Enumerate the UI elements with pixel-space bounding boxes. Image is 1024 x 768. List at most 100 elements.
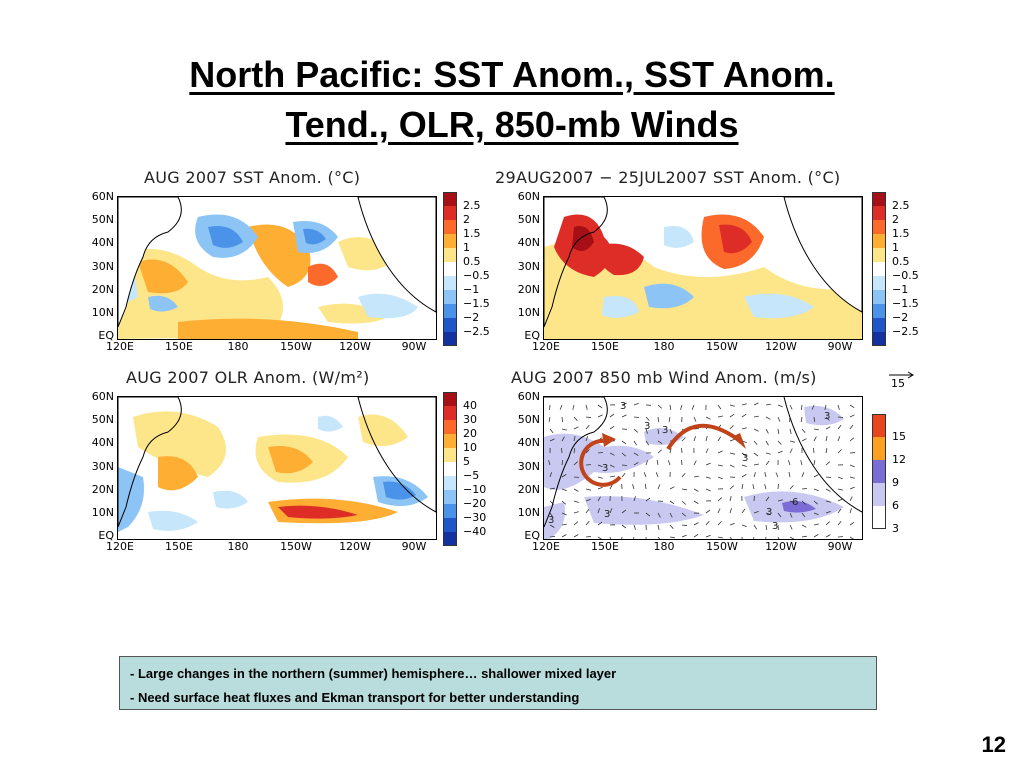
wind-vector: [585, 508, 590, 514]
wind-vector: [800, 460, 803, 466]
contour-label: 3: [644, 421, 650, 432]
lat-tick-label: 50N: [91, 413, 114, 426]
wind-vector: [681, 447, 683, 454]
wind-vector: [765, 460, 770, 466]
wind-vector: [633, 524, 636, 530]
wind-vector: [813, 447, 815, 454]
wind-vector: [669, 512, 673, 518]
wind-vector: [667, 460, 671, 466]
wind-vector: [705, 520, 710, 526]
wind-vector: [597, 476, 603, 479]
contour-label: 3: [824, 411, 830, 422]
wind-vector: [849, 476, 855, 479]
wind-vector: [777, 536, 780, 539]
lat-tick-label: 50N: [91, 213, 114, 226]
colorbar-swatch: [872, 483, 886, 506]
colorbar-swatch: [443, 262, 457, 276]
wind-vector: [669, 428, 673, 434]
note-line: - Large changes in the northern (summer)…: [130, 666, 617, 681]
colorbar-swatch: [443, 420, 457, 434]
wind-vector: [849, 404, 855, 409]
wind-vector: [729, 425, 734, 430]
wind-vector: [849, 496, 853, 502]
wind-vector: [549, 428, 554, 434]
wind-vector: [597, 521, 603, 526]
wind-vector: [729, 522, 735, 526]
wind-vector: [729, 452, 735, 455]
wind-vector: [811, 404, 815, 410]
wind-vector: [561, 459, 564, 466]
wind-vector: [765, 440, 769, 446]
panel-title: AUG 2007 850 mb Wind Anom. (m/s): [511, 368, 817, 387]
colorbar-swatch: [443, 392, 457, 406]
wind-vector: [752, 484, 755, 490]
wind-vector: [548, 416, 551, 422]
colorbar-swatch: [443, 448, 457, 462]
wind-vector: [549, 438, 555, 442]
wind-vector: [717, 476, 723, 480]
map-field: [118, 397, 436, 532]
wind-vector: [765, 428, 769, 434]
wind-vector: [668, 416, 671, 422]
wind-vector: [657, 440, 663, 445]
wind-vector: [753, 440, 758, 446]
wind-vector: [777, 512, 782, 518]
colorbar-swatch: [443, 276, 457, 290]
lat-tick-label: 20N: [91, 283, 114, 296]
wind-vector: [824, 404, 827, 410]
wind-vector: [633, 462, 639, 466]
wind-vector: [789, 485, 794, 490]
wind-vector: [645, 460, 648, 466]
wind-vector: [849, 486, 855, 490]
colorbar-label: 1.5: [892, 227, 910, 240]
lon-tick-label: 120E: [106, 540, 134, 553]
wind-vector: [633, 428, 638, 433]
wind-vector: [765, 416, 771, 420]
colorbar-label: −10: [463, 483, 487, 496]
wind-vector: [825, 500, 831, 503]
wind-vector: [656, 460, 659, 466]
wind-vector: [681, 437, 686, 442]
wind-vector: [729, 536, 732, 539]
colorbar-label: 12: [892, 453, 906, 466]
wind-vector: [585, 416, 592, 419]
lon-tick-label: 120W: [765, 340, 797, 353]
wind-vector: [597, 486, 603, 490]
colorbar-label: −0.5: [892, 269, 919, 282]
wind-vector: [789, 500, 795, 504]
colorbar-swatch: [443, 532, 457, 546]
wind-vector: [681, 472, 686, 478]
wind-vector: [825, 488, 831, 492]
wind-vector: [597, 536, 603, 539]
map-sst-tend: [543, 196, 863, 340]
wind-vector: [669, 524, 674, 529]
wind-vector: [657, 524, 660, 530]
lat-tick-label: 60N: [517, 190, 540, 203]
lon-tick-label: 120W: [339, 340, 371, 353]
wind-vector: [801, 524, 807, 528]
wind-vector: [753, 472, 756, 478]
wind-vector: [691, 404, 695, 410]
cyclonic-circulation-arrow-icon: [579, 433, 622, 487]
wind-vector: [597, 414, 603, 418]
colorbar-label: 20: [463, 427, 477, 440]
panel-title: AUG 2007 SST Anom. (°C): [144, 168, 361, 187]
colorbar-label: 3: [892, 522, 899, 535]
colorbar-swatch: [443, 462, 457, 476]
wind-vector: [741, 464, 747, 467]
wind-vector: [813, 460, 816, 466]
colorbar-swatch: [443, 304, 457, 318]
lat-tick-label: 60N: [91, 190, 114, 203]
wind-vector: [621, 536, 623, 539]
wind-vector: [621, 402, 627, 406]
wind-vector: [788, 460, 791, 466]
colorbar-label: 1.5: [463, 227, 481, 240]
wind-vector: [825, 461, 831, 466]
colorbar-swatch: [443, 504, 457, 518]
lon-tick-label: 150E: [591, 540, 619, 553]
wind-vector: [693, 416, 697, 422]
wind-vector: [681, 459, 683, 466]
wind-vector: [597, 496, 601, 502]
map-wind-anom: 3 3 3 3 3 3 3 3 6 3 3: [543, 396, 863, 540]
lat-tick-label: 10N: [517, 306, 540, 319]
